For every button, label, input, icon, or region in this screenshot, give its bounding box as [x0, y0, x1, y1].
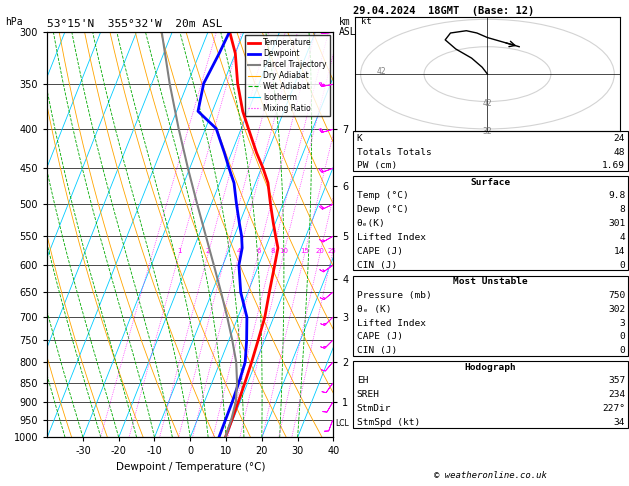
Text: K: K	[357, 134, 362, 143]
Text: 34: 34	[614, 418, 625, 427]
Text: 4: 4	[237, 248, 242, 254]
Text: CIN (J): CIN (J)	[357, 260, 397, 270]
Text: StmDir: StmDir	[357, 404, 391, 413]
Text: 9.8: 9.8	[608, 191, 625, 201]
Text: 10: 10	[279, 248, 288, 254]
Text: 14: 14	[614, 247, 625, 256]
Text: 53°15'N  355°32'W  20m ASL: 53°15'N 355°32'W 20m ASL	[47, 19, 223, 30]
Text: StmSpd (kt): StmSpd (kt)	[357, 418, 420, 427]
Text: 29.04.2024  18GMT  (Base: 12): 29.04.2024 18GMT (Base: 12)	[353, 6, 535, 16]
Text: 8: 8	[620, 205, 625, 214]
Text: ASL: ASL	[338, 27, 356, 37]
Text: 42: 42	[482, 99, 493, 108]
Text: © weatheronline.co.uk: © weatheronline.co.uk	[434, 471, 547, 480]
Text: Pressure (mb): Pressure (mb)	[357, 291, 431, 300]
Text: 6: 6	[256, 248, 260, 254]
Text: 8: 8	[270, 248, 275, 254]
Text: 0: 0	[620, 332, 625, 342]
Text: km: km	[338, 17, 350, 27]
Text: Lifted Index: Lifted Index	[357, 233, 426, 242]
Text: 0: 0	[620, 260, 625, 270]
Text: θₑ (K): θₑ (K)	[357, 305, 391, 314]
Text: 302: 302	[608, 305, 625, 314]
Text: Hodograph: Hodograph	[465, 363, 516, 372]
Text: 1.69: 1.69	[602, 161, 625, 171]
Text: Dewp (°C): Dewp (°C)	[357, 205, 408, 214]
Text: 3: 3	[620, 319, 625, 328]
Text: Lifted Index: Lifted Index	[357, 319, 426, 328]
Text: kt: kt	[360, 17, 371, 26]
Text: 25: 25	[328, 248, 337, 254]
Text: CAPE (J): CAPE (J)	[357, 247, 403, 256]
Text: 20: 20	[316, 248, 325, 254]
Text: 0: 0	[620, 346, 625, 355]
Text: 227°: 227°	[602, 404, 625, 413]
Text: hPa: hPa	[5, 17, 23, 27]
Text: SREH: SREH	[357, 390, 380, 399]
Text: 1: 1	[177, 248, 182, 254]
Text: 2: 2	[206, 248, 210, 254]
Legend: Temperature, Dewpoint, Parcel Trajectory, Dry Adiabat, Wet Adiabat, Isotherm, Mi: Temperature, Dewpoint, Parcel Trajectory…	[245, 35, 330, 116]
Text: 42: 42	[377, 67, 387, 76]
Text: 32: 32	[482, 126, 493, 136]
Text: 234: 234	[608, 390, 625, 399]
Text: Totals Totals: Totals Totals	[357, 148, 431, 156]
Text: 15: 15	[300, 248, 309, 254]
Text: PW (cm): PW (cm)	[357, 161, 397, 171]
Text: Temp (°C): Temp (°C)	[357, 191, 408, 201]
Text: CIN (J): CIN (J)	[357, 346, 397, 355]
Text: 4: 4	[620, 233, 625, 242]
Text: CAPE (J): CAPE (J)	[357, 332, 403, 342]
Text: EH: EH	[357, 377, 368, 385]
Text: Most Unstable: Most Unstable	[454, 277, 528, 286]
Text: 301: 301	[608, 219, 625, 228]
Text: 357: 357	[608, 377, 625, 385]
Text: LCL: LCL	[335, 419, 349, 428]
Text: Surface: Surface	[470, 177, 511, 187]
Text: 750: 750	[608, 291, 625, 300]
Text: 24: 24	[614, 134, 625, 143]
X-axis label: Dewpoint / Temperature (°C): Dewpoint / Temperature (°C)	[116, 462, 265, 472]
Text: 48: 48	[614, 148, 625, 156]
Text: θₑ(K): θₑ(K)	[357, 219, 386, 228]
